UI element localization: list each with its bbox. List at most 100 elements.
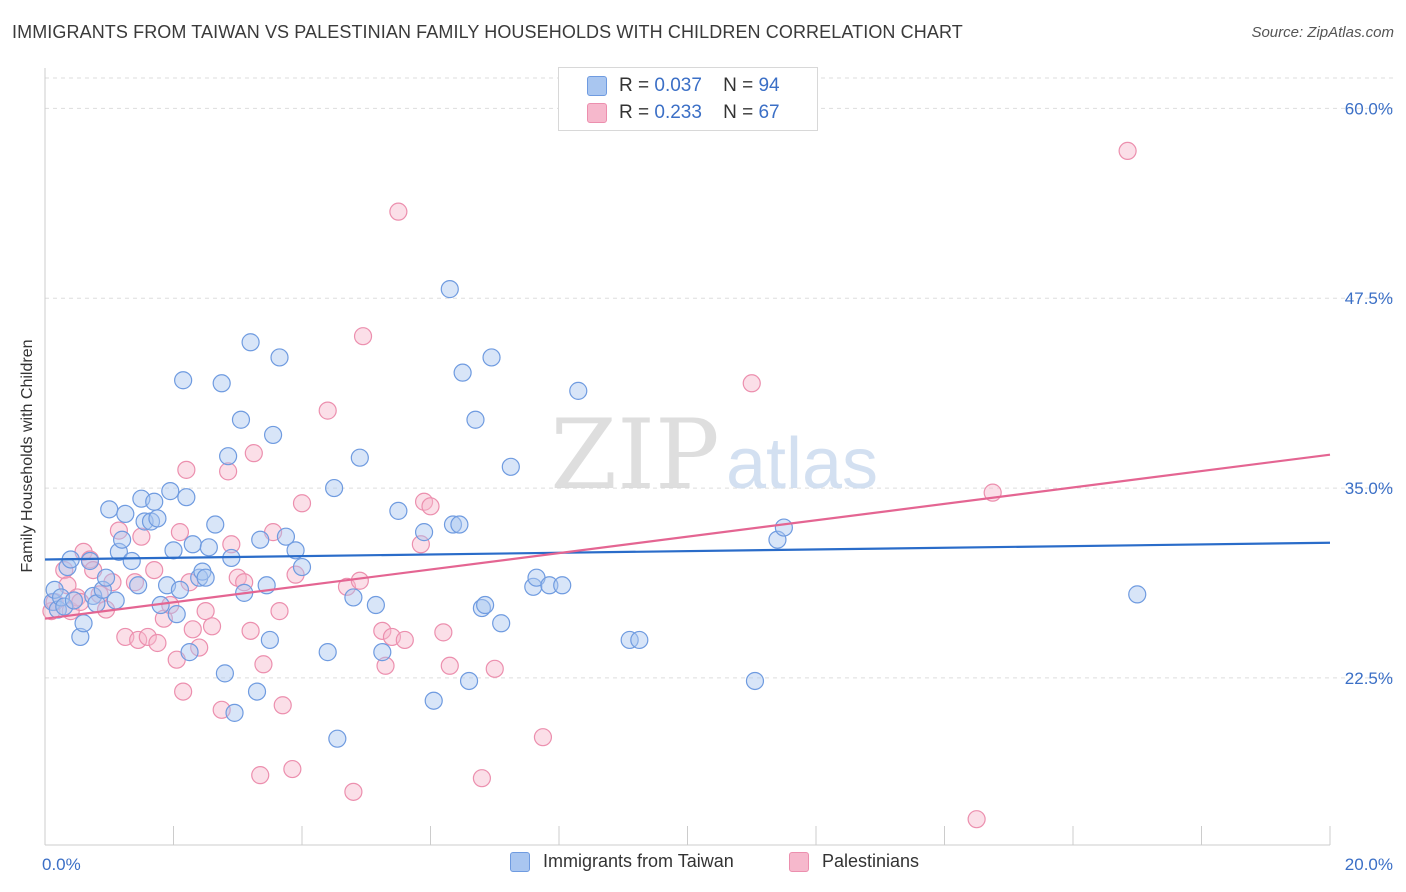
palestinians-point bbox=[485, 659, 504, 678]
taiwan-point bbox=[247, 682, 267, 701]
taiwan-point bbox=[80, 551, 100, 571]
taiwan-point bbox=[270, 348, 289, 367]
taiwan-trend-line bbox=[44, 541, 1331, 561]
taiwan-point bbox=[450, 515, 469, 534]
taiwan-point bbox=[174, 371, 193, 390]
y-tick-label: 22.5% bbox=[1345, 669, 1393, 688]
taiwan-point bbox=[453, 363, 472, 382]
taiwan-point bbox=[440, 280, 459, 299]
palestinians-point bbox=[145, 560, 164, 580]
taiwan-point bbox=[116, 504, 135, 523]
x-tick-label: 0.0% bbox=[42, 855, 81, 874]
taiwan-swatch bbox=[587, 76, 607, 96]
palestinians-point bbox=[440, 656, 459, 675]
trend-lines bbox=[44, 453, 1331, 620]
palestinians-point bbox=[344, 782, 363, 801]
palestinians-point bbox=[421, 497, 440, 516]
taiwan-point bbox=[540, 576, 559, 595]
taiwan-point bbox=[167, 605, 186, 624]
taiwan-point bbox=[71, 627, 90, 647]
palestinians-point bbox=[318, 401, 337, 420]
taiwan-point bbox=[251, 530, 270, 549]
n-label: N = bbox=[723, 102, 754, 123]
palestinians-point bbox=[967, 810, 986, 829]
taiwan-point bbox=[501, 457, 520, 476]
stats-legend: R = 0.037 N = 94 R = 0.233 N = 67 bbox=[558, 67, 818, 131]
taiwan-point bbox=[231, 410, 251, 429]
taiwan-point bbox=[414, 523, 434, 542]
palestinians-point bbox=[148, 633, 167, 653]
palestinians-point bbox=[286, 565, 305, 584]
taiwan-point bbox=[328, 729, 347, 748]
taiwan-point bbox=[373, 643, 392, 662]
palestinians-point bbox=[434, 623, 453, 642]
palestinians-point bbox=[395, 630, 414, 650]
palestinians-point bbox=[389, 202, 408, 221]
taiwan-point bbox=[366, 595, 385, 615]
taiwan-point bbox=[112, 530, 132, 549]
palestinians-point bbox=[376, 656, 395, 675]
r-label: R = bbox=[619, 75, 650, 96]
taiwan-point bbox=[122, 551, 141, 571]
taiwan-point bbox=[177, 488, 196, 507]
taiwan-point bbox=[318, 643, 337, 662]
palestinians-point bbox=[183, 620, 202, 639]
palestinians-point bbox=[350, 571, 369, 590]
taiwan-point bbox=[196, 568, 215, 587]
y-tick-label: 60.0% bbox=[1345, 99, 1393, 118]
y-tick-label: 47.5% bbox=[1345, 289, 1393, 308]
palestinians-legend-swatch bbox=[789, 851, 809, 872]
taiwan-point bbox=[569, 381, 588, 400]
n-value-taiwan: 94 bbox=[758, 75, 780, 96]
x-tick-label: 20.0% bbox=[1345, 855, 1393, 874]
taiwan-point bbox=[350, 448, 369, 467]
taiwan-point bbox=[476, 595, 495, 615]
palestinians-point bbox=[202, 617, 222, 636]
taiwan-point bbox=[145, 492, 164, 511]
palestinians-point bbox=[125, 573, 145, 592]
taiwan-point bbox=[466, 410, 485, 429]
taiwan-point bbox=[74, 614, 93, 633]
palestinians-point bbox=[472, 769, 491, 788]
taiwan-point bbox=[276, 527, 296, 546]
taiwan-point bbox=[745, 671, 765, 691]
palestinians-point bbox=[219, 462, 238, 481]
taiwan-point bbox=[241, 333, 260, 352]
source-credit: Source: ZipAtlas.com bbox=[1251, 24, 1394, 41]
taiwan-point bbox=[148, 509, 167, 528]
taiwan-point bbox=[344, 588, 363, 607]
taiwan-legend-label: Immigrants from Taiwan bbox=[543, 851, 734, 871]
y-tick-label: 35.0% bbox=[1345, 479, 1393, 498]
taiwan-point bbox=[424, 691, 443, 710]
watermark-atlas: atlas bbox=[726, 424, 878, 504]
legend-item-taiwan[interactable]: Immigrants from Taiwan bbox=[510, 851, 734, 872]
taiwan-point bbox=[482, 348, 501, 367]
r-label: R = bbox=[619, 102, 650, 123]
taiwan-point bbox=[96, 568, 116, 587]
palestinians-point bbox=[190, 638, 209, 657]
taiwan-point bbox=[325, 478, 344, 498]
n-value-palestinians: 67 bbox=[758, 102, 780, 123]
taiwan-point bbox=[630, 630, 649, 650]
chart-title: IMMIGRANTS FROM TAIWAN VS PALESTINIAN FA… bbox=[12, 22, 963, 42]
palestinians-point bbox=[244, 444, 263, 463]
taiwan-points bbox=[43, 280, 1147, 748]
taiwan-point bbox=[774, 518, 793, 537]
taiwan-point bbox=[219, 447, 238, 466]
palestinians-point bbox=[254, 655, 273, 674]
taiwan-point bbox=[206, 515, 225, 534]
taiwan-point bbox=[286, 541, 305, 560]
palestinians-point bbox=[742, 374, 761, 393]
legend-item-palestinians[interactable]: Palestinians bbox=[789, 851, 919, 872]
taiwan-point bbox=[164, 541, 183, 560]
tick-labels: 22.5% 35.0% 47.5% 60.0% 0.0% 20.0% bbox=[42, 99, 1393, 874]
taiwan-point bbox=[620, 630, 639, 650]
watermark-zip: ZIP bbox=[550, 399, 719, 511]
palestinians-point bbox=[533, 728, 553, 747]
taiwan-point bbox=[64, 591, 84, 610]
palestinians-point bbox=[283, 759, 302, 779]
taiwan-point bbox=[215, 664, 234, 683]
palestinians-point bbox=[138, 627, 157, 647]
palestinians-point bbox=[292, 494, 312, 513]
taiwan-point bbox=[199, 538, 218, 557]
